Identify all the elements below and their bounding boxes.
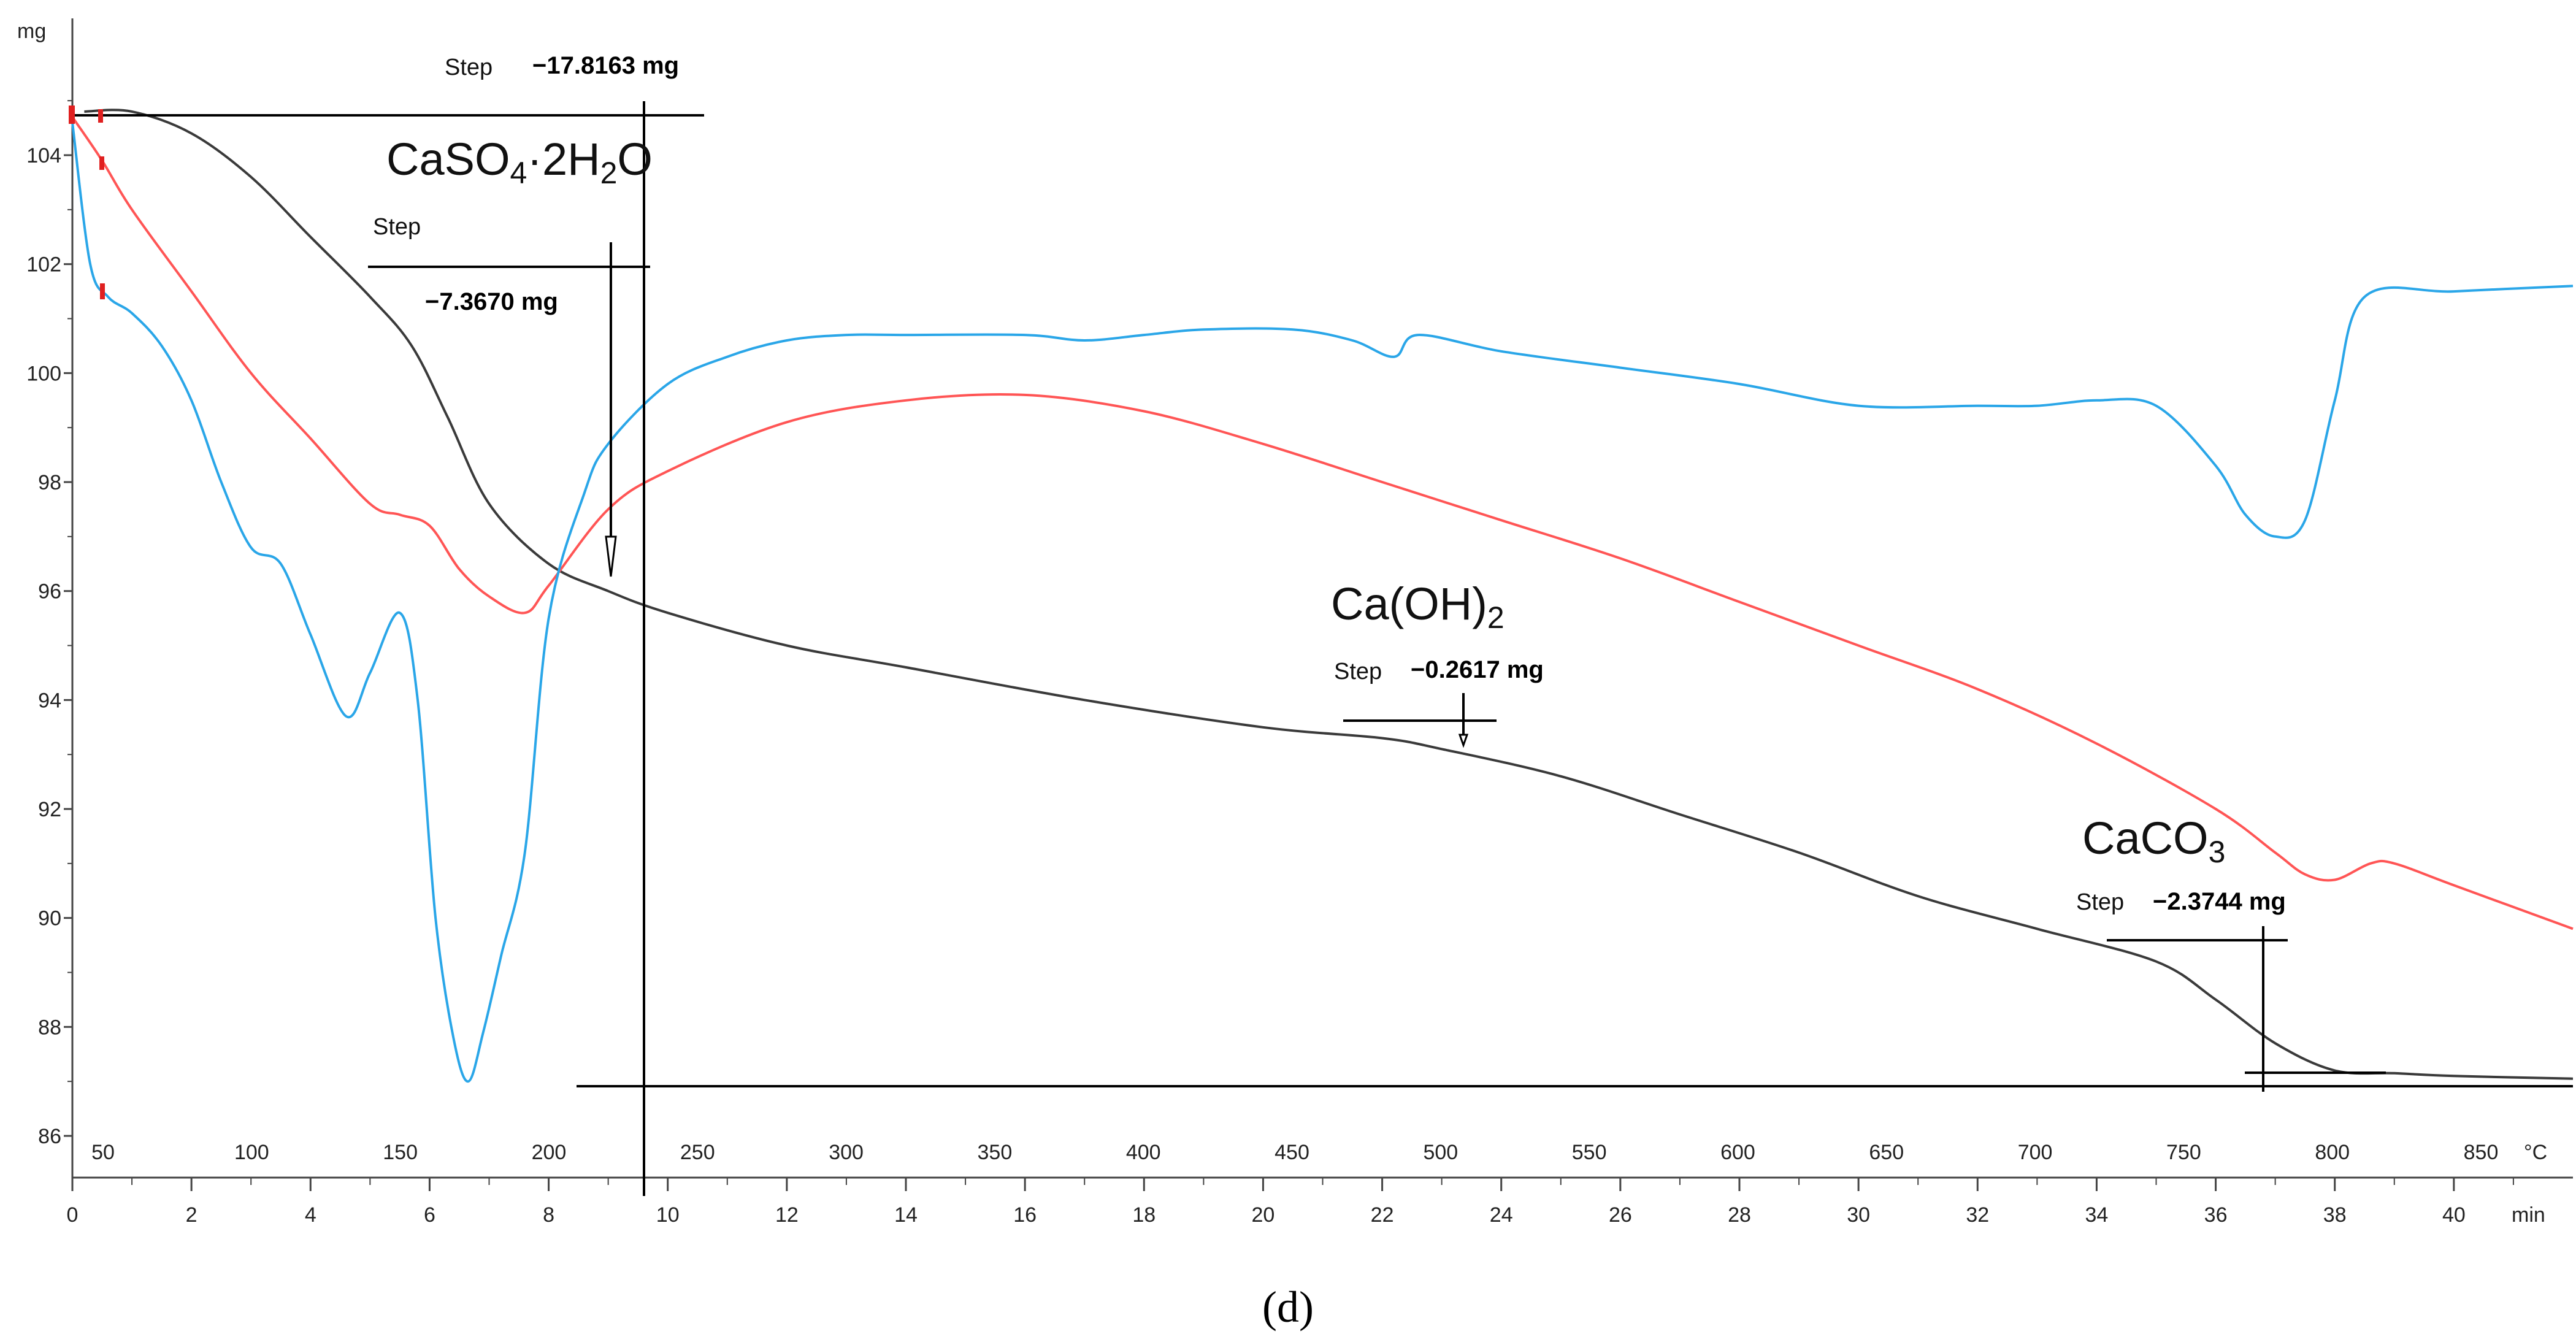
- y-tick-label: 96: [38, 580, 61, 604]
- time-tick-label: 32: [1966, 1203, 1989, 1227]
- step4-value: −2.3744 mg: [2153, 888, 2286, 915]
- temperature-tick-label: 450: [1275, 1141, 1309, 1164]
- temperature-tick-label: 750: [2166, 1141, 2201, 1164]
- time-tick-label: 36: [2204, 1203, 2228, 1227]
- compound-gypsum-label: CaSO4·2H2O: [386, 134, 653, 190]
- marker: [100, 283, 105, 299]
- step-arrowheads: [605, 535, 1469, 748]
- time-tick-label: 12: [775, 1203, 799, 1227]
- temperature-axis-ticks: 50 100 150 200 250 300 350 400 450 500 550 600 650 70…: [91, 1141, 2498, 1164]
- y-tick-label: 90: [38, 907, 61, 930]
- temperature-tick-label: 50: [91, 1141, 115, 1164]
- time-tick-label: 14: [894, 1203, 918, 1227]
- step4-label: Step: [2076, 889, 2124, 915]
- step2-label: Step: [373, 214, 421, 240]
- step3-arrowhead: [1458, 734, 1469, 748]
- y-tick-label: 94: [38, 689, 61, 712]
- time-tick-label: 16: [1013, 1203, 1037, 1227]
- step2-arrowhead: [605, 535, 617, 577]
- time-tick-label: 0: [67, 1203, 79, 1227]
- temperature-tick-label: 200: [532, 1141, 567, 1164]
- time-axis-unit: min: [2512, 1203, 2545, 1227]
- time-tick-label: 2: [186, 1203, 197, 1227]
- panel-label: (d): [1262, 1282, 1314, 1332]
- temperature-tick-label: 850: [2464, 1141, 2499, 1164]
- time-tick-label: 10: [656, 1203, 680, 1227]
- data-series: [71, 109, 2574, 1083]
- time-tick-label: 34: [2085, 1203, 2109, 1227]
- series-line-tga: [84, 109, 2574, 1080]
- time-tick-label: 28: [1728, 1203, 1751, 1227]
- temperature-tick-label: 650: [1869, 1141, 1904, 1164]
- temperature-tick-label: 600: [1720, 1141, 1755, 1164]
- marker: [99, 156, 104, 170]
- y-tick-label: 88: [38, 1016, 61, 1039]
- series-line-dtg: [71, 116, 2574, 930]
- time-tick-label: 40: [2442, 1203, 2466, 1227]
- y-tick-label: 86: [38, 1125, 61, 1148]
- step2-value: −7.3670 mg: [425, 288, 558, 315]
- marker: [69, 105, 75, 124]
- y-tick-label: 102: [26, 253, 61, 277]
- time-tick-label: 30: [1847, 1203, 1870, 1227]
- temperature-tick-label: 100: [234, 1141, 269, 1164]
- y-axis-ticks: 86 88 90 92 94 96 98 100 102 104: [26, 100, 72, 1148]
- y-axis-unit: mg: [17, 20, 46, 43]
- time-tick-label: 6: [424, 1203, 435, 1227]
- temperature-tick-label: 800: [2315, 1141, 2350, 1164]
- time-tick-label: 26: [1609, 1203, 1632, 1227]
- time-axis-ticks: 0 2 4 6 8 10 12 14 16 18 20 22 24 26 28 30 32 34 36 38 40: [67, 1178, 2514, 1227]
- temperature-tick-label: 150: [383, 1141, 418, 1164]
- compound-portlandite-label: Ca(OH)2: [1331, 578, 1505, 635]
- step-construction-lines: [72, 101, 2573, 1196]
- series-line-dsc: [71, 122, 2574, 1083]
- temperature-tick-label: 500: [1423, 1141, 1458, 1164]
- time-tick-label: 24: [1490, 1203, 1513, 1227]
- temperature-tick-label: 350: [978, 1141, 1013, 1164]
- step1-value: −17.8163 mg: [532, 52, 679, 79]
- compound-calcite-label: CaCO3: [2082, 813, 2225, 869]
- temperature-tick-label: 250: [680, 1141, 715, 1164]
- temperature-tick-label: 700: [2018, 1141, 2053, 1164]
- time-tick-label: 38: [2323, 1203, 2347, 1227]
- y-tick-label: 98: [38, 471, 61, 494]
- time-tick-label: 18: [1132, 1203, 1156, 1227]
- step3-value: −0.2617 mg: [1411, 656, 1544, 683]
- temperature-axis-unit: °C: [2524, 1141, 2547, 1164]
- step1-label: Step: [445, 55, 493, 80]
- time-tick-label: 22: [1371, 1203, 1394, 1227]
- step3-label: Step: [1334, 659, 1382, 684]
- temperature-tick-label: 400: [1126, 1141, 1161, 1164]
- marker: [98, 109, 103, 123]
- temperature-tick-label: 550: [1572, 1141, 1607, 1164]
- y-tick-label: 100: [26, 362, 61, 385]
- time-tick-label: 20: [1252, 1203, 1275, 1227]
- red-markers: [69, 105, 105, 299]
- time-tick-label: 8: [543, 1203, 554, 1227]
- y-tick-label: 92: [38, 798, 61, 821]
- time-tick-label: 4: [305, 1203, 316, 1227]
- temperature-tick-label: 300: [829, 1141, 864, 1164]
- y-tick-label: 104: [26, 144, 61, 167]
